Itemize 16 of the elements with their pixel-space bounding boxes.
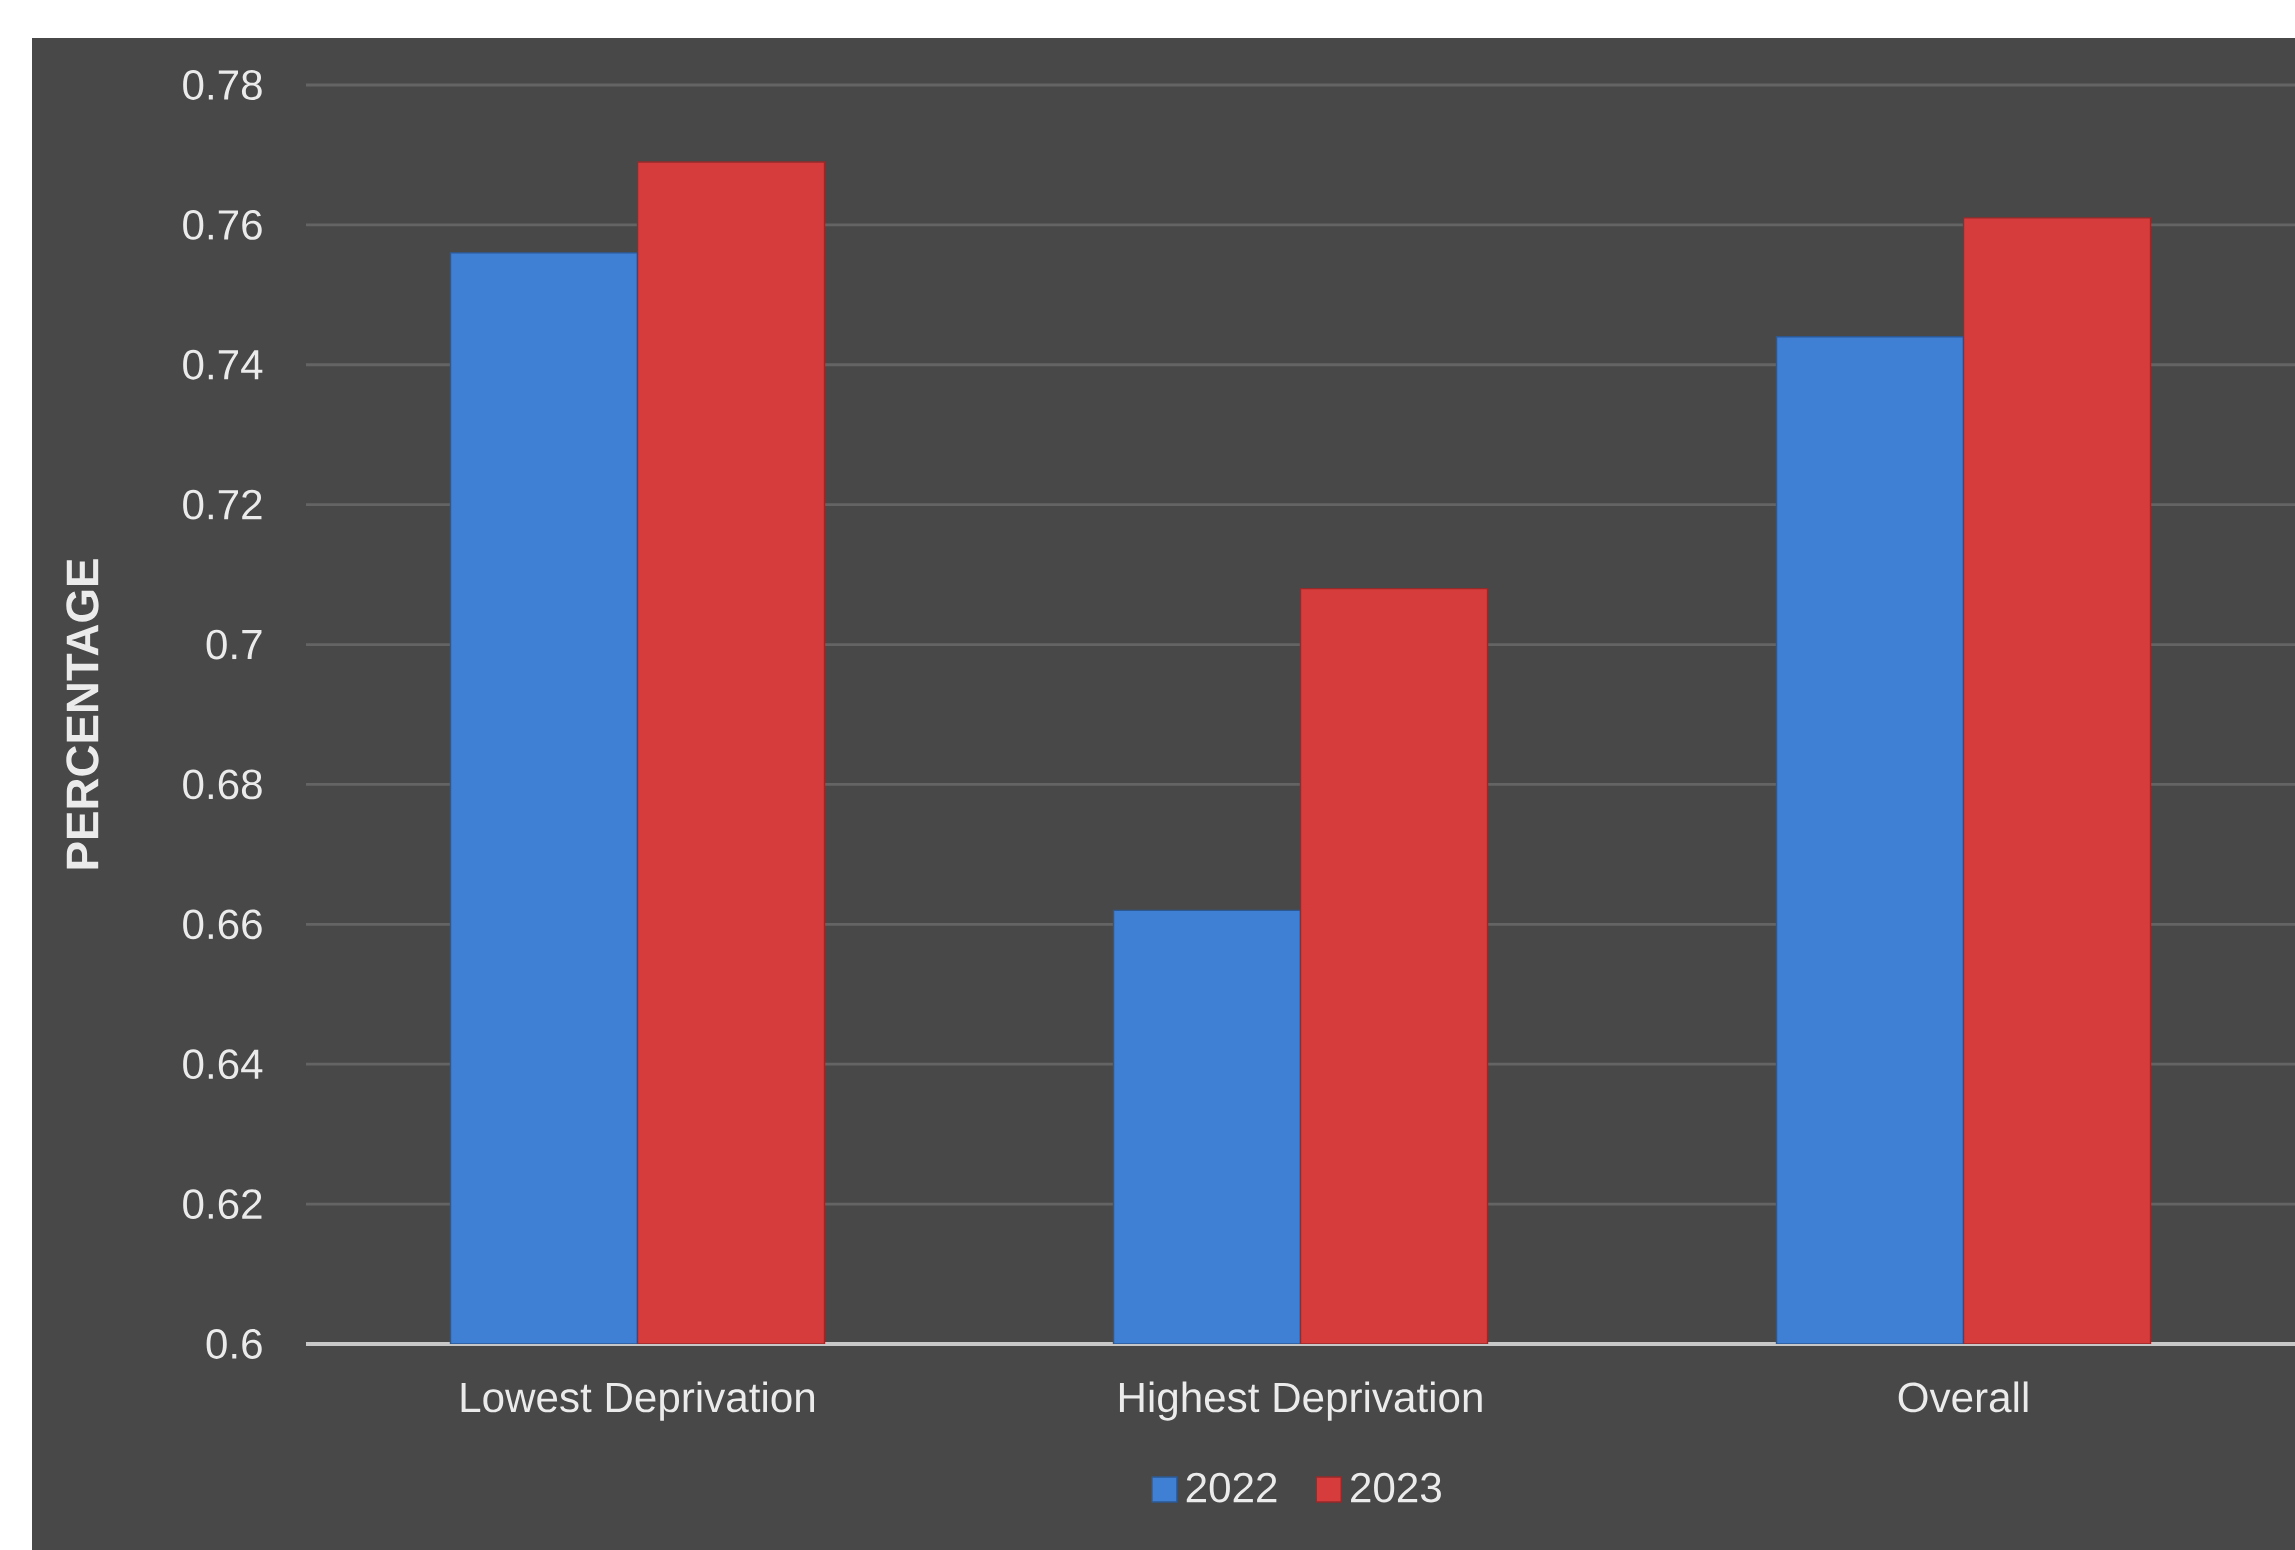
y-tick-label: 0.68 [183, 769, 262, 800]
y-tick-label: 0.76 [183, 209, 262, 240]
y-tick-label: 0.66 [183, 909, 262, 940]
legend-label: 2022 [1186, 1472, 1277, 1503]
x-tick-label: Lowest Deprivation [461, 1381, 815, 1421]
y-tick-label: 0.78 [183, 70, 262, 100]
y-tick-label: 0.72 [183, 489, 262, 520]
y-tick-label: 0.64 [183, 1049, 263, 1080]
x-tick-label: Highest Deprivation [1119, 1381, 1482, 1421]
y-axis-title: PERCENTAGE [66, 559, 99, 869]
y-tick-label: 0.6 [206, 1329, 262, 1359]
y-tick-label: 0.74 [183, 349, 263, 380]
x-tick-label: Overall [1898, 1381, 2028, 1413]
y-tick-label: 0.62 [183, 1189, 262, 1220]
y-tick-label: 0.7 [206, 629, 262, 660]
legend-label: 2023 [1351, 1472, 1441, 1503]
